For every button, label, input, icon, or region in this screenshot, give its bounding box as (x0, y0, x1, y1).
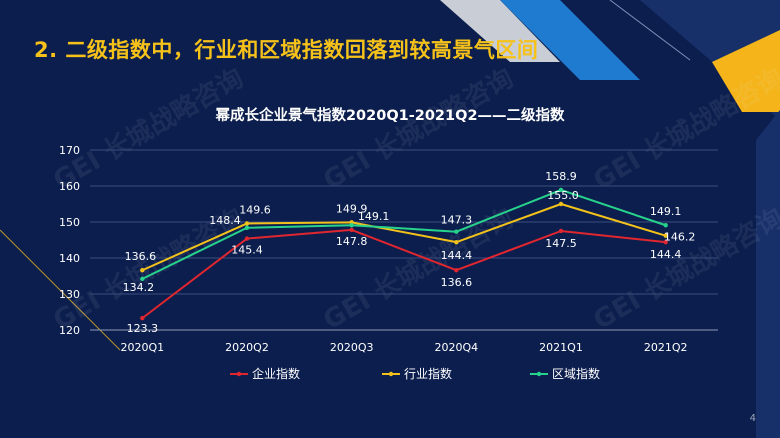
data-label: 146.2 (664, 231, 696, 244)
deco-gray-stripe (440, 0, 560, 62)
data-point (244, 225, 250, 230)
deco-dark-band (470, 0, 780, 120)
series-line-0 (141, 228, 666, 319)
data-label: 149.9 (336, 202, 368, 215)
y-tick-label: 160 (59, 180, 80, 193)
deco-thin-line (609, 0, 691, 61)
deco-blue-stripe (500, 0, 640, 80)
legend: 企业指数 行业指数 区域指数 (230, 366, 600, 381)
data-point (663, 239, 668, 245)
x-tick-label: 2020Q1 (121, 341, 165, 354)
slide-title: 2. 二级指数中，行业和区域指数回落到较高景气区间 (34, 38, 539, 62)
data-point (244, 221, 250, 226)
data-point (558, 187, 564, 193)
data-label: 136.6 (441, 276, 473, 289)
data-label: 149.1 (358, 210, 390, 223)
data-point (454, 239, 459, 245)
data-labels: 123.3 145.4 147.8 136.6 147.5 144.4 136.6 149.6… (123, 170, 696, 335)
grid-lines (90, 149, 718, 331)
legend-label: 区域指数 (552, 366, 600, 381)
y-tick-label: 140 (59, 252, 80, 265)
data-point (244, 236, 250, 241)
y-tick-label: 120 (59, 324, 80, 337)
y-tick-label: 170 (59, 144, 80, 157)
series-lines (140, 187, 668, 321)
legend-marker (236, 371, 242, 377)
data-label: 158.9 (545, 170, 577, 183)
data-point (454, 229, 459, 234)
data-point (663, 223, 668, 228)
legend-label: 行业指数 (404, 366, 452, 381)
data-label: 148.4 (209, 214, 241, 227)
x-axis: 2020Q1 2020Q2 2020Q3 2020Q4 2021Q1 2021Q2 (121, 341, 688, 354)
series-line-2 (141, 188, 666, 280)
deco-gold-shape (712, 30, 780, 112)
deco-right-band (756, 110, 780, 438)
series-line-1 (141, 203, 666, 272)
data-label: 149.1 (650, 205, 682, 218)
data-label: 147.5 (545, 237, 577, 250)
watermark-text: GEI 长城战略咨询 (48, 62, 249, 196)
x-tick-label: 2020Q4 (435, 341, 479, 354)
x-tick-label: 2020Q3 (330, 341, 374, 354)
data-label: 136.6 (125, 250, 157, 263)
data-point (558, 201, 564, 207)
data-point (558, 228, 564, 234)
chart-title: 幂成长企业景气指数2020Q1-2021Q2——二级指数 (215, 108, 565, 124)
y-tick-label: 150 (59, 216, 80, 229)
y-axis: 120 130 140 150 160 170 (59, 144, 80, 337)
data-point (140, 315, 145, 321)
data-label: 147.8 (336, 235, 368, 248)
data-point (454, 268, 459, 273)
data-point (663, 233, 668, 238)
data-label: 134.2 (123, 281, 155, 294)
legend-label: 企业指数 (252, 366, 300, 381)
page-number: 4 (749, 413, 756, 424)
data-label: 144.4 (441, 249, 473, 262)
watermark-text: GEI 长城战略咨询 (588, 62, 780, 196)
data-point (349, 227, 354, 233)
data-label: 144.4 (650, 248, 682, 261)
data-point (349, 223, 354, 228)
data-label: 145.4 (231, 244, 263, 257)
data-label: 123.3 (127, 322, 159, 335)
y-tick-label: 130 (59, 288, 80, 301)
data-label: 147.3 (441, 214, 473, 227)
watermark-text: GEI 长城战略咨询 (318, 62, 519, 196)
x-tick-label: 2021Q2 (644, 341, 688, 354)
data-label: 155.0 (547, 189, 579, 202)
data-point (140, 276, 145, 282)
legend-marker (388, 371, 394, 377)
data-label: 149.6 (239, 203, 271, 216)
x-tick-label: 2021Q1 (539, 341, 583, 354)
legend-marker (536, 371, 542, 377)
data-point (140, 268, 145, 273)
x-tick-label: 2020Q2 (225, 341, 269, 354)
